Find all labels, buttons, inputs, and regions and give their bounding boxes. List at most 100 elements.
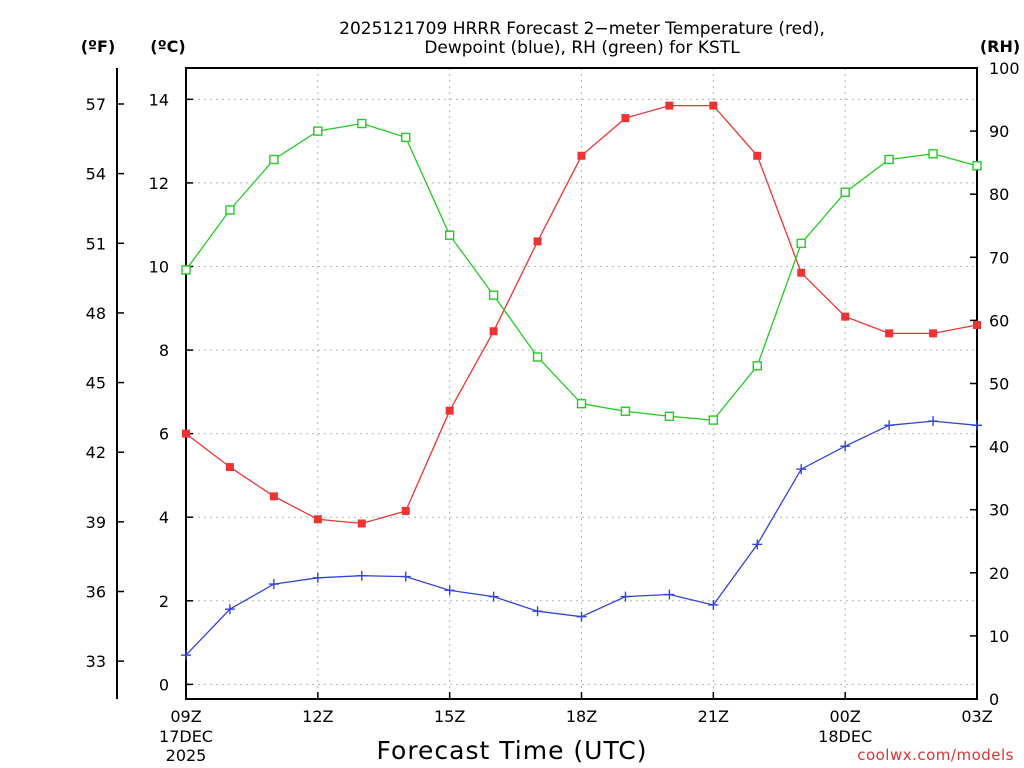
x-tick-date-label: 17DEC bbox=[159, 727, 213, 746]
rh-point bbox=[401, 132, 411, 143]
rh-tick-label: 40 bbox=[989, 438, 1009, 457]
dewpoint-point bbox=[928, 416, 939, 427]
dewpoint-point bbox=[972, 420, 982, 431]
2-meter-temperature-point bbox=[533, 237, 542, 246]
rh-point bbox=[972, 161, 982, 171]
rh-tick-label: 0 bbox=[989, 690, 999, 709]
dewpoint-point bbox=[268, 579, 279, 590]
chart-title-line2: Dewpoint (blue), RH (green) for KSTL bbox=[424, 38, 740, 58]
grid-lines bbox=[185, 68, 978, 699]
fahrenheit-unit-label: (ºF) bbox=[81, 37, 116, 56]
2-meter-temperature-point bbox=[841, 312, 850, 321]
dewpoint-point bbox=[356, 570, 367, 581]
x-tick-label: 03Z bbox=[961, 707, 992, 726]
x-tick-label: 00Z bbox=[830, 707, 861, 726]
2-meter-temperature-point bbox=[577, 151, 586, 160]
rh-tick-label: 70 bbox=[989, 248, 1009, 267]
celsius-tick-label: 2 bbox=[159, 592, 169, 611]
dewpoint-point bbox=[532, 606, 543, 617]
rh-point bbox=[752, 361, 762, 371]
dewpoint-point bbox=[444, 585, 455, 596]
2-meter-temperature-point bbox=[269, 492, 278, 501]
2-meter-temperature-point bbox=[753, 151, 762, 160]
celsius-tick-label: 8 bbox=[159, 341, 169, 360]
rh-point bbox=[708, 415, 719, 425]
fahrenheit-tick-label: 45 bbox=[86, 374, 106, 393]
rh-point bbox=[357, 118, 367, 129]
dewpoint-point bbox=[224, 604, 235, 615]
credit-text: coolwx.com/models bbox=[857, 746, 1014, 764]
x-tick-label: 09Z bbox=[170, 707, 201, 726]
2-meter-temperature-point bbox=[313, 515, 322, 524]
dewpoint-point bbox=[488, 591, 499, 602]
celsius-unit-label: (ºC) bbox=[150, 37, 185, 56]
rh-tick-label: 20 bbox=[989, 564, 1009, 583]
2-meter-temperature-point bbox=[973, 320, 981, 329]
fahrenheit-tick-label: 36 bbox=[86, 583, 106, 602]
2-meter-temperature-point bbox=[709, 101, 718, 110]
rh-point bbox=[225, 205, 235, 215]
data-series bbox=[181, 101, 982, 661]
2-meter-temperature-point bbox=[621, 114, 630, 123]
2-meter-temperature-point bbox=[225, 463, 234, 472]
rh-tick-label: 90 bbox=[989, 122, 1009, 141]
dewpoint-point bbox=[576, 611, 587, 622]
2-meter-temperature-point bbox=[489, 327, 498, 336]
x-tick-label: 18Z bbox=[566, 707, 597, 726]
celsius-tick-label: 10 bbox=[149, 257, 169, 276]
x-tick-year-label: 2025 bbox=[166, 746, 207, 765]
rh-tick-label: 80 bbox=[989, 185, 1009, 204]
fahrenheit-tick-label: 48 bbox=[86, 304, 106, 323]
rh-point bbox=[269, 154, 279, 165]
celsius-tick-label: 14 bbox=[149, 90, 169, 109]
chart-title-line1: 2025121709 HRRR Forecast 2−meter Tempera… bbox=[339, 19, 825, 39]
dewpoint-point bbox=[400, 571, 411, 582]
rh-point bbox=[313, 126, 323, 136]
fahrenheit-tick-label: 33 bbox=[86, 652, 106, 671]
x-tick-label: 12Z bbox=[302, 707, 333, 726]
fahrenheit-tick-label: 54 bbox=[86, 165, 106, 184]
dewpoint-point bbox=[840, 441, 851, 452]
dewpoint-point bbox=[752, 539, 763, 550]
fahrenheit-tick-label: 39 bbox=[86, 513, 106, 532]
dewpoint-point bbox=[884, 420, 895, 431]
2-meter-temperature-point bbox=[929, 329, 938, 338]
x-tick-label: 21Z bbox=[698, 707, 729, 726]
2-meter-temperature-point bbox=[182, 429, 190, 438]
rh-point bbox=[928, 149, 938, 159]
celsius-tick-label: 6 bbox=[159, 425, 169, 444]
x-tick-label: 15Z bbox=[434, 707, 465, 726]
fahrenheit-tick-label: 57 bbox=[86, 95, 106, 114]
2-meter-temperature-point bbox=[401, 506, 410, 515]
dewpoint-point bbox=[312, 572, 323, 583]
rh-unit-label: (RH) bbox=[980, 37, 1020, 56]
2-meter-temperature-point bbox=[445, 406, 454, 415]
dewpoint-point bbox=[181, 650, 191, 661]
celsius-tick-label: 12 bbox=[149, 174, 169, 193]
rh-point bbox=[620, 406, 631, 416]
rh-point bbox=[664, 411, 675, 422]
fahrenheit-tick-label: 42 bbox=[86, 443, 106, 462]
rh-tick-label: 100 bbox=[989, 59, 1020, 78]
rh-point bbox=[444, 230, 455, 240]
2-meter-temperature-point bbox=[357, 519, 366, 528]
2-meter-temperature-point bbox=[665, 101, 674, 110]
rh-tick-label: 60 bbox=[989, 311, 1009, 330]
rh-tick-label: 30 bbox=[989, 501, 1009, 520]
dewpoint-point bbox=[708, 599, 719, 610]
rh-point bbox=[532, 352, 543, 362]
plot-frame bbox=[185, 67, 978, 700]
rh-tick-label: 50 bbox=[989, 375, 1009, 394]
dewpoint-point bbox=[664, 589, 675, 600]
celsius-tick-label: 4 bbox=[159, 508, 169, 527]
rh-point bbox=[181, 265, 191, 275]
dewpoint-point bbox=[796, 464, 807, 475]
rh-point bbox=[884, 154, 894, 165]
2-meter-temperature-point bbox=[797, 268, 806, 277]
rh-point bbox=[488, 290, 499, 300]
rh-point bbox=[576, 398, 587, 409]
fahrenheit-tick-label: 51 bbox=[86, 234, 106, 253]
dewpoint-point bbox=[620, 591, 631, 602]
